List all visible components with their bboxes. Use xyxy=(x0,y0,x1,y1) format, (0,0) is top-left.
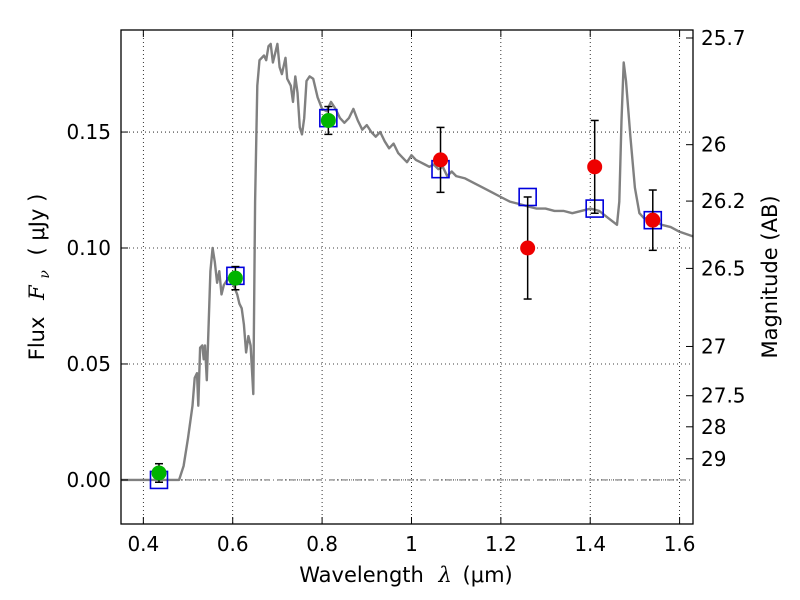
x-tick-label: 1 xyxy=(405,532,418,556)
optical-photometry-point xyxy=(227,270,243,286)
y-tick-label: 0.10 xyxy=(66,236,111,260)
mag-tick-label: 26.5 xyxy=(701,256,746,280)
x-tick-label: 0.6 xyxy=(217,532,249,556)
right-axis-title: Magnitude (AB) xyxy=(758,195,782,358)
x-tick-label: 1.6 xyxy=(664,532,696,556)
x-axis-title-prefix: Wavelength xyxy=(299,563,424,587)
observed-photometry-layer xyxy=(151,112,661,481)
x-tick-label: 1.4 xyxy=(574,532,606,556)
y-axis-title-subscript: ν xyxy=(37,270,53,279)
y-tick-label: 0.15 xyxy=(66,120,111,144)
y-tick-label: 0.05 xyxy=(66,352,111,376)
y-axis-title-unit: ( μJy ) xyxy=(25,194,49,256)
nir-photometry-point xyxy=(645,212,661,228)
grid-lines xyxy=(121,30,693,524)
nir-photometry-point xyxy=(520,240,536,256)
x-axis-title-symbol: λ xyxy=(438,563,452,587)
mag-tick-label: 27.5 xyxy=(701,384,746,408)
nir-photometry-point xyxy=(587,159,603,175)
x-tick-label: 1.2 xyxy=(485,532,517,556)
y-axis-title-symbol: F xyxy=(25,284,49,301)
x-axis-title: Wavelength λ (μm) xyxy=(299,563,512,587)
x-tick-label: 0.8 xyxy=(306,532,338,556)
mag-tick-label: 26.2 xyxy=(701,189,746,213)
y-tick-label: 0.00 xyxy=(66,468,111,492)
y-axis-title: Flux F ν ( μJy ) xyxy=(25,194,54,361)
spectrum-line xyxy=(121,42,693,482)
spectrum-layer xyxy=(121,42,693,482)
x-axis-title-unit: (μm) xyxy=(463,563,513,587)
x-tick-label: 0.4 xyxy=(127,532,159,556)
mag-tick-label: 27 xyxy=(701,334,726,358)
mag-tick-label: 26 xyxy=(701,133,726,157)
mag-tick-label: 28 xyxy=(701,415,726,439)
mag-tick-label: 29 xyxy=(701,447,726,471)
optical-photometry-point xyxy=(320,112,336,128)
optical-photometry-point xyxy=(151,465,167,481)
axis-ticks: 0.4 0.6 0.8 1 1.2 1.4 1.6 0.00 0.05 0.10 0.15 25.7 2… xyxy=(66,26,745,556)
plot-frame xyxy=(120,29,694,525)
mag-tick-label: 25.7 xyxy=(701,26,746,50)
y-axis-title-prefix: Flux xyxy=(25,317,49,361)
nir-photometry-point xyxy=(433,152,449,168)
